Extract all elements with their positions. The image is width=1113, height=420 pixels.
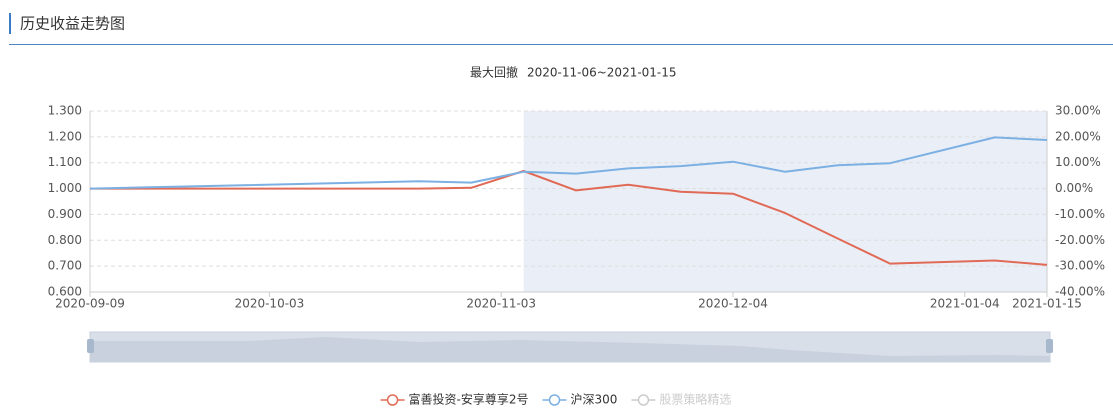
legend-marker: [637, 394, 650, 406]
x-tick-label: 2020-11-03: [466, 297, 536, 311]
y2-tick-label: 10.00%: [1055, 155, 1101, 169]
zoom-handle[interactable]: [87, 339, 94, 353]
zoom-slider[interactable]: [87, 331, 1053, 363]
y-tick-label: 0.700: [48, 259, 82, 273]
y2-tick-label: -20.00%: [1055, 233, 1105, 247]
legend-item[interactable]: 沪深300: [542, 393, 618, 407]
y2-tick-label: -30.00%: [1055, 259, 1105, 273]
header-title: 历史收益走势图: [20, 15, 125, 33]
y2-tick-label: 20.00%: [1055, 129, 1101, 143]
zoom-handle[interactable]: [1046, 339, 1053, 353]
subtitle-label: 最大回撤: [470, 65, 518, 80]
legend-label: 沪深300: [571, 393, 618, 407]
y2-tick-label: 30.00%: [1055, 104, 1101, 118]
y2-tick-label: -10.00%: [1055, 207, 1105, 221]
header-bar: [9, 13, 11, 34]
y-tick-label: 1.200: [48, 129, 82, 143]
x-tick-label: 2021-01-15: [1012, 297, 1082, 311]
y-tick-label: 1.000: [48, 181, 82, 195]
drawdown-shade: [523, 111, 1047, 292]
legend-item[interactable]: 股票策略精选: [631, 392, 731, 407]
y-tick-label: 1.100: [48, 155, 82, 169]
subtitle-range: 2020-11-06~2021-01-15: [527, 66, 677, 80]
y-tick-label: 0.900: [48, 207, 82, 221]
y2-tick-label: 0.00%: [1055, 181, 1093, 195]
zoom-shape: [90, 337, 1050, 362]
legend: 富善投资-安享尊享2号 沪深300 股票策略精选: [380, 392, 731, 407]
series-line: [89, 136, 1048, 190]
x-tick-label: 2020-09-09: [55, 297, 125, 311]
series-line: [90, 170, 1048, 266]
x-tick-label: 2020-10-03: [235, 297, 305, 311]
y-tick-label: 1.300: [48, 104, 82, 118]
y2-tick-label: -40.00%: [1055, 285, 1105, 299]
y-tick-label: 0.600: [48, 285, 82, 299]
legend-marker: [386, 394, 399, 406]
x-tick-label: 2021-01-04: [930, 297, 1000, 311]
x-tick-label: 2020-12-04: [698, 297, 768, 311]
legend-item[interactable]: 富善投资-安享尊享2号: [380, 392, 529, 407]
legend-label: 股票策略精选: [659, 392, 731, 407]
y-tick-label: 0.800: [48, 233, 82, 247]
legend-label: 富善投资-安享尊享2号: [409, 392, 529, 407]
legend-marker: [548, 394, 561, 406]
